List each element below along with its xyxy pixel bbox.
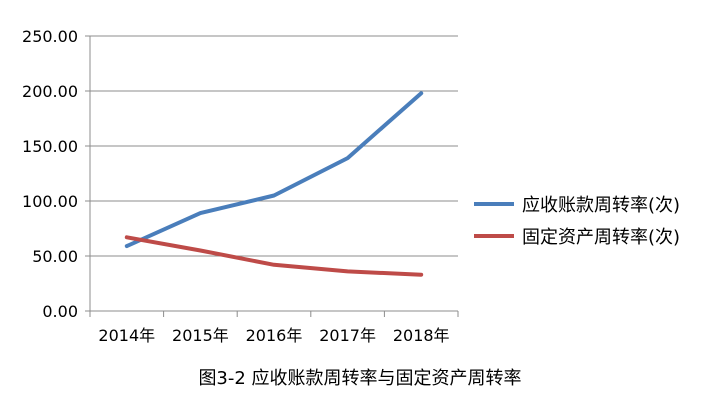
y-tick-label: 250.00 <box>22 27 78 46</box>
y-tick-label: 50.00 <box>32 247 78 266</box>
y-tick-label: 150.00 <box>22 137 78 156</box>
legend: 应收账款周转率(次) 固定资产周转率(次) <box>474 195 680 248</box>
y-axis-ticks: 0.00 50.00 100.00 150.00 200.00 250.00 <box>22 27 90 321</box>
x-tick-label: 2016年 <box>246 326 303 345</box>
y-tick-label: 100.00 <box>22 192 78 211</box>
legend-label-1: 应收账款周转率(次) <box>522 195 680 216</box>
x-tick-label: 2017年 <box>319 326 376 345</box>
chart-title: 图3-2 应收账款周转率与固定资产周转率 <box>198 368 522 389</box>
legend-label-2: 固定资产周转率(次) <box>522 227 680 248</box>
gridlines <box>90 35 458 257</box>
x-axis-ticks: 2014年 2015年 2016年 2017年 2018年 <box>89 311 459 345</box>
series-lines <box>124 91 424 277</box>
y-tick-label: 0.00 <box>42 302 78 321</box>
x-tick-label: 2014年 <box>98 326 155 345</box>
x-tick-label: 2018年 <box>393 326 450 345</box>
series-line-2 <box>124 235 424 277</box>
x-tick-label: 2015年 <box>172 326 229 345</box>
y-tick-label: 200.00 <box>22 82 78 101</box>
axes <box>89 36 458 312</box>
series-line-1 <box>124 91 424 249</box>
